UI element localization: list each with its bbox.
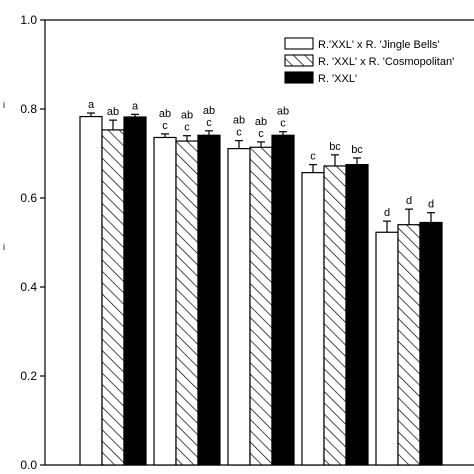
y-tick-label: 0.6 (20, 191, 37, 205)
bar (323, 165, 347, 466)
significance-label: c (236, 127, 242, 139)
significance-label: d (406, 195, 412, 207)
bars (79, 112, 443, 466)
legend-swatch (284, 37, 314, 50)
y-tick-label: 1.0 (20, 13, 37, 27)
legend: R.'XXL' x R. 'Jingle Bells' R. 'XXL' x R.… (284, 37, 454, 85)
bar (123, 116, 147, 466)
significance-label: c (310, 151, 316, 163)
bar (175, 140, 199, 466)
significance-label: ab (181, 110, 193, 122)
y-axis: 0.0 0.2 0.4 0.6 0.8 1.0 i i (3, 13, 45, 472)
bar (79, 115, 103, 466)
legend-swatch (284, 71, 314, 84)
significance-label: c (184, 122, 190, 134)
significance-label: d (384, 207, 390, 219)
bar (271, 134, 295, 466)
significance-label: ab (203, 105, 215, 117)
bar (419, 221, 443, 466)
y-tick-label: 0.2 (20, 369, 37, 383)
significance-label: ab (255, 116, 267, 128)
significance-label: bc (351, 144, 363, 156)
legend-swatch (284, 54, 314, 67)
significance-label: ab (159, 108, 171, 120)
significance-label: bc (329, 141, 341, 153)
significance-label: a (132, 100, 139, 112)
significance-label: ab (107, 106, 119, 118)
bar (153, 136, 177, 466)
significance-label: ab (233, 115, 245, 127)
y-tick-label: 0.0 (20, 458, 37, 472)
significance-label: c (280, 118, 286, 130)
significance-label: c (258, 128, 264, 140)
significance-label: ab (277, 106, 289, 118)
legend-label: R.'XXL' x R. 'Jingle Bells' (318, 39, 440, 51)
significance-label: c (162, 120, 168, 132)
bar (375, 231, 399, 466)
significance-label: d (428, 199, 434, 211)
bar (227, 148, 251, 466)
bar (301, 172, 325, 466)
bar (345, 164, 369, 466)
legend-label: R. 'XXL' x R. 'Cosmopolitan' (318, 56, 454, 68)
bar (249, 146, 273, 466)
bar (101, 129, 125, 466)
y-tick-label: 0.4 (20, 280, 37, 294)
bar (397, 224, 421, 466)
y-label-fragment: i (3, 100, 5, 110)
bar (197, 134, 221, 466)
legend-label: R. 'XXL' (318, 73, 357, 85)
y-label-fragment: i (3, 242, 5, 252)
significance-label: c (206, 117, 212, 129)
y-tick-label: 0.8 (20, 102, 37, 116)
significance-label: a (88, 99, 95, 111)
